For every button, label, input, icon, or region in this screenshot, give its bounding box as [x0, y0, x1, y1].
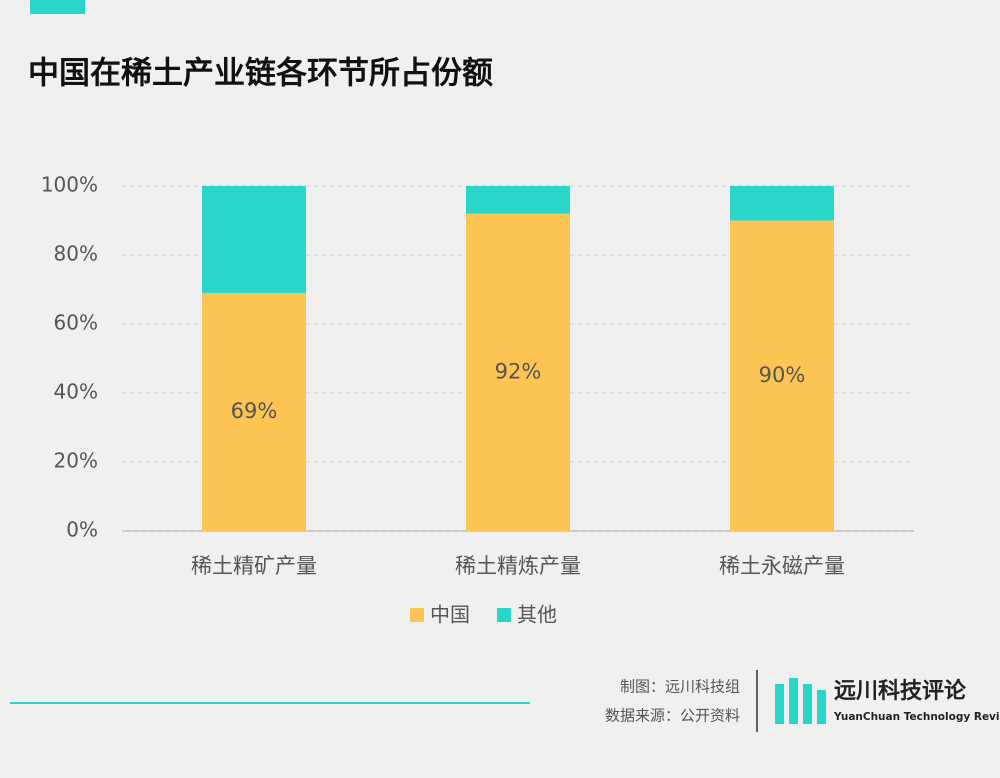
brand-en: YuanChuan Technology Review — [833, 711, 1000, 723]
legend-swatch — [497, 608, 511, 622]
data-label: 90% — [759, 363, 806, 387]
source: 数据来源：公开资料 — [605, 707, 740, 725]
y-tick-label: 80% — [54, 242, 98, 266]
x-tick-label: 稀土永磁产量 — [719, 554, 845, 578]
brand: 远川科技评论 — [834, 678, 967, 704]
y-tick-label: 60% — [54, 311, 98, 335]
data-label: 69% — [231, 399, 278, 423]
y-tick-label: 20% — [54, 449, 98, 473]
logo-bar — [789, 678, 798, 724]
logo-bar — [817, 690, 826, 724]
bar-segment — [466, 186, 570, 214]
bar-segment — [730, 220, 834, 531]
bar-segment — [202, 186, 306, 293]
y-tick-label: 40% — [54, 380, 98, 404]
legend-swatch — [410, 608, 424, 622]
credit: 制图：远川科技组 — [620, 678, 740, 696]
logo — [775, 678, 826, 724]
bar-segment — [730, 186, 834, 221]
legend-label: 其他 — [517, 603, 557, 627]
logo-bar — [803, 684, 812, 724]
legend-label: 中国 — [430, 603, 470, 627]
bar-segment — [202, 292, 306, 531]
accent-bar — [30, 0, 85, 14]
data-label: 92% — [495, 359, 542, 383]
x-tick-label: 稀土精矿产量 — [191, 554, 317, 578]
y-tick-label: 100% — [41, 173, 98, 197]
y-tick-label: 0% — [66, 518, 98, 542]
x-tick-label: 稀土精炼产量 — [455, 554, 581, 578]
logo-bar — [775, 684, 784, 724]
chart-title: 中国在稀土产业链各环节所占份额 — [28, 56, 493, 92]
bar-segment — [466, 213, 570, 531]
